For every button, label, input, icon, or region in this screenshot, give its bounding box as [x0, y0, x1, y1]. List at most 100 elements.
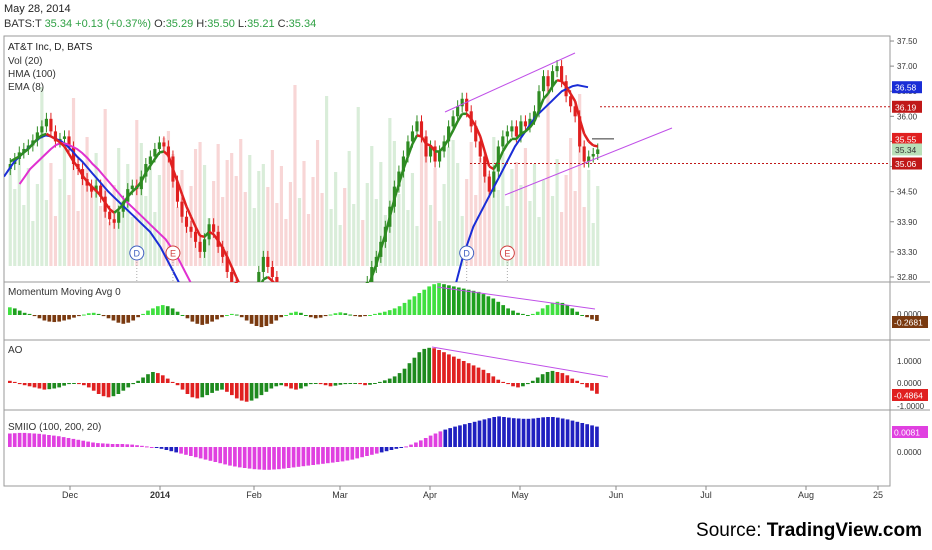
- smiio-pane[interactable]: [8, 416, 599, 470]
- histogram-bar: [189, 447, 193, 456]
- volume-bar: [90, 190, 94, 266]
- histogram-bar: [111, 315, 116, 321]
- ema-segment: [230, 266, 238, 278]
- candle-body: [40, 126, 44, 133]
- candle-body: [202, 239, 207, 252]
- histogram-bar: [76, 439, 81, 447]
- ema-segment: [90, 185, 97, 192]
- ao-pane[interactable]: [8, 346, 609, 402]
- histogram-bar: [433, 433, 438, 447]
- histogram-bar: [540, 374, 545, 383]
- ema-segment: [18, 151, 25, 158]
- histogram-bar: [190, 383, 195, 398]
- ema-segment: [267, 276, 274, 282]
- candle-body: [108, 211, 112, 220]
- histogram-bar: [101, 383, 106, 397]
- ema-segment: [515, 133, 522, 140]
- histogram-bar: [254, 383, 259, 399]
- ema-segment: [131, 186, 138, 193]
- volume-bar: [406, 210, 410, 266]
- ema-segment: [295, 320, 300, 324]
- time-axis[interactable]: Dec 2014 Feb Mar Apr May Jun Jul Aug 25: [62, 486, 883, 500]
- volume-bar: [13, 189, 17, 266]
- histogram-bar: [62, 315, 66, 321]
- histogram-bar: [580, 423, 585, 447]
- candle-body: [406, 141, 410, 157]
- histogram-bar: [456, 358, 461, 383]
- histogram-bar: [37, 315, 42, 319]
- source-credit: Source: TradingView.com: [696, 520, 922, 542]
- histogram-bar: [230, 383, 234, 396]
- histogram-bar: [175, 311, 180, 315]
- histogram-bar: [560, 373, 565, 383]
- ema-segment: [76, 166, 84, 177]
- histogram-bar: [374, 447, 379, 454]
- histogram-bar: [428, 435, 433, 447]
- ema-segment: [304, 330, 309, 338]
- histogram-bar: [442, 284, 446, 315]
- indicator-value-text: 0.0081: [894, 428, 920, 438]
- x-tick-label: May: [511, 490, 529, 500]
- histogram-bar: [481, 294, 486, 315]
- ema-segment: [41, 132, 47, 137]
- histogram-bar: [530, 380, 535, 383]
- symbol-label: BATS:T: [4, 18, 42, 30]
- momentum-pane[interactable]: [8, 283, 599, 328]
- histogram-bar: [417, 352, 422, 383]
- volume-bar: [401, 157, 406, 266]
- ema-segment: [117, 203, 125, 211]
- histogram-bar: [461, 288, 466, 315]
- candle-body: [523, 121, 528, 127]
- histogram-bar: [308, 315, 313, 318]
- candle-body: [117, 211, 121, 223]
- ema-segment: [587, 140, 595, 147]
- ema-segment: [336, 347, 341, 357]
- ema-segment: [456, 113, 464, 122]
- ema-segment: [81, 174, 89, 183]
- histogram-bar: [456, 287, 461, 315]
- histogram-bar: [378, 312, 382, 315]
- volume-bar: [492, 137, 496, 266]
- histogram-bar: [17, 383, 22, 385]
- histogram-bar: [269, 383, 274, 389]
- x-tick-label: Aug: [798, 490, 814, 500]
- volume-bar: [288, 182, 293, 266]
- momentum-divergence-line: [436, 286, 596, 310]
- histogram-bar: [130, 444, 134, 447]
- candle-body: [474, 126, 478, 142]
- candle-body: [428, 146, 433, 157]
- histogram-bar: [12, 381, 17, 383]
- histogram-bar: [466, 289, 471, 315]
- histogram-bar: [355, 447, 360, 459]
- histogram-bar: [585, 424, 589, 447]
- volume-bar: [62, 142, 67, 266]
- price-axes[interactable]: 37.5037.0036.5036.0035.5035.0034.5033.90…: [890, 37, 928, 457]
- volume-bar: [171, 154, 175, 266]
- volume-bar: [144, 196, 148, 266]
- ema-segment: [420, 135, 428, 145]
- histogram-bar: [570, 308, 575, 315]
- histogram-bar: [497, 416, 501, 447]
- candle-body: [537, 91, 541, 112]
- histogram-bar: [264, 315, 269, 326]
- histogram-bar: [323, 315, 328, 317]
- candle-body: [180, 201, 184, 217]
- histogram-bar: [407, 363, 412, 383]
- close-value: 35.34: [288, 18, 317, 30]
- histogram-bar: [447, 354, 451, 383]
- histogram-bar: [565, 375, 570, 383]
- ema-segment: [167, 155, 175, 170]
- histogram-bar: [279, 315, 284, 318]
- histogram-bar: [164, 447, 169, 450]
- candle-body: [270, 266, 274, 277]
- histogram-bar: [560, 418, 565, 447]
- volume-bar: [523, 148, 528, 266]
- histogram-bar: [218, 447, 223, 464]
- histogram-bar: [180, 315, 185, 316]
- histogram-bar: [184, 447, 188, 455]
- candle-body: [582, 146, 586, 162]
- histogram-bar: [22, 432, 27, 447]
- histogram-bar: [507, 417, 511, 447]
